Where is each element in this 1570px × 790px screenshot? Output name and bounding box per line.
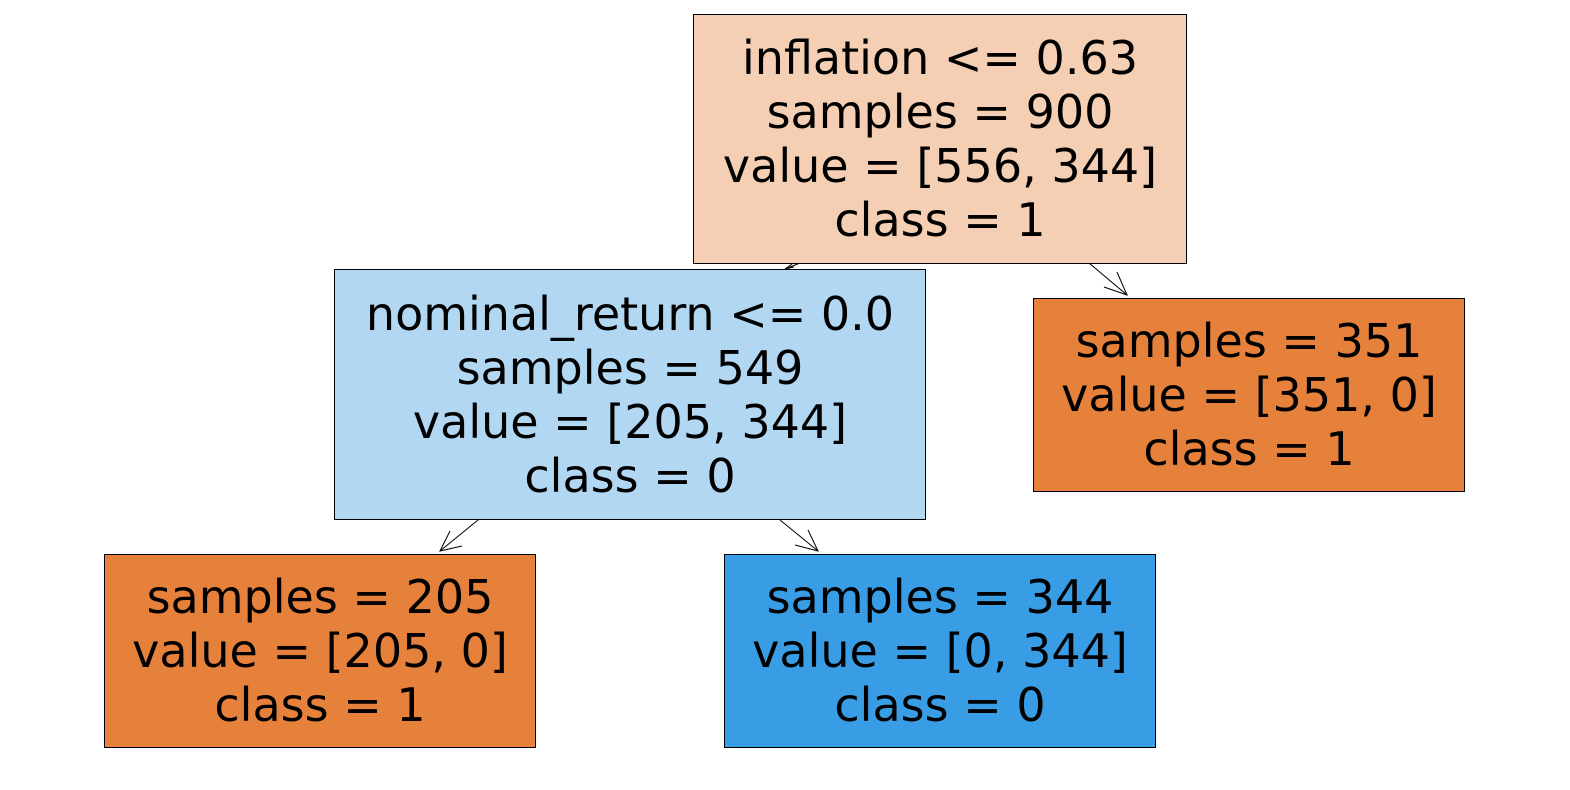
node-samples: samples = 344 <box>766 570 1114 624</box>
node-split-condition: inflation <= 0.63 <box>742 31 1138 85</box>
node-value: value = [205, 344] <box>412 394 848 449</box>
node-samples: samples = 205 <box>146 570 494 624</box>
node-samples: samples = 549 <box>456 340 804 395</box>
node-class: class = 1 <box>214 678 426 732</box>
node-samples: samples = 351 <box>1075 314 1423 368</box>
tree-node-left: nominal_return <= 0.0 samples = 549 valu… <box>334 269 926 520</box>
node-class: class = 0 <box>834 678 1046 732</box>
tree-node-root: inflation <= 0.63 samples = 900 value = … <box>693 14 1187 264</box>
edge-root-to-right <box>1088 262 1128 296</box>
edge-left-to-left-right <box>779 519 819 552</box>
edge-left-to-left-left <box>439 519 479 552</box>
node-value: value = [351, 0] <box>1061 368 1437 422</box>
tree-leaf-left-left: samples = 205 value = [205, 0] class = 1 <box>104 554 536 748</box>
tree-leaf-left-right: samples = 344 value = [0, 344] class = 0 <box>724 554 1156 748</box>
node-value: value = [556, 344] <box>722 139 1158 193</box>
node-split-condition: nominal_return <= 0.0 <box>365 286 895 341</box>
node-value: value = [0, 344] <box>752 624 1128 678</box>
node-samples: samples = 900 <box>766 85 1114 139</box>
node-class: class = 1 <box>1143 422 1355 476</box>
node-value: value = [205, 0] <box>132 624 508 678</box>
tree-leaf-right: samples = 351 value = [351, 0] class = 1 <box>1033 298 1465 492</box>
node-class: class = 1 <box>834 193 1046 247</box>
node-class: class = 0 <box>524 448 736 503</box>
